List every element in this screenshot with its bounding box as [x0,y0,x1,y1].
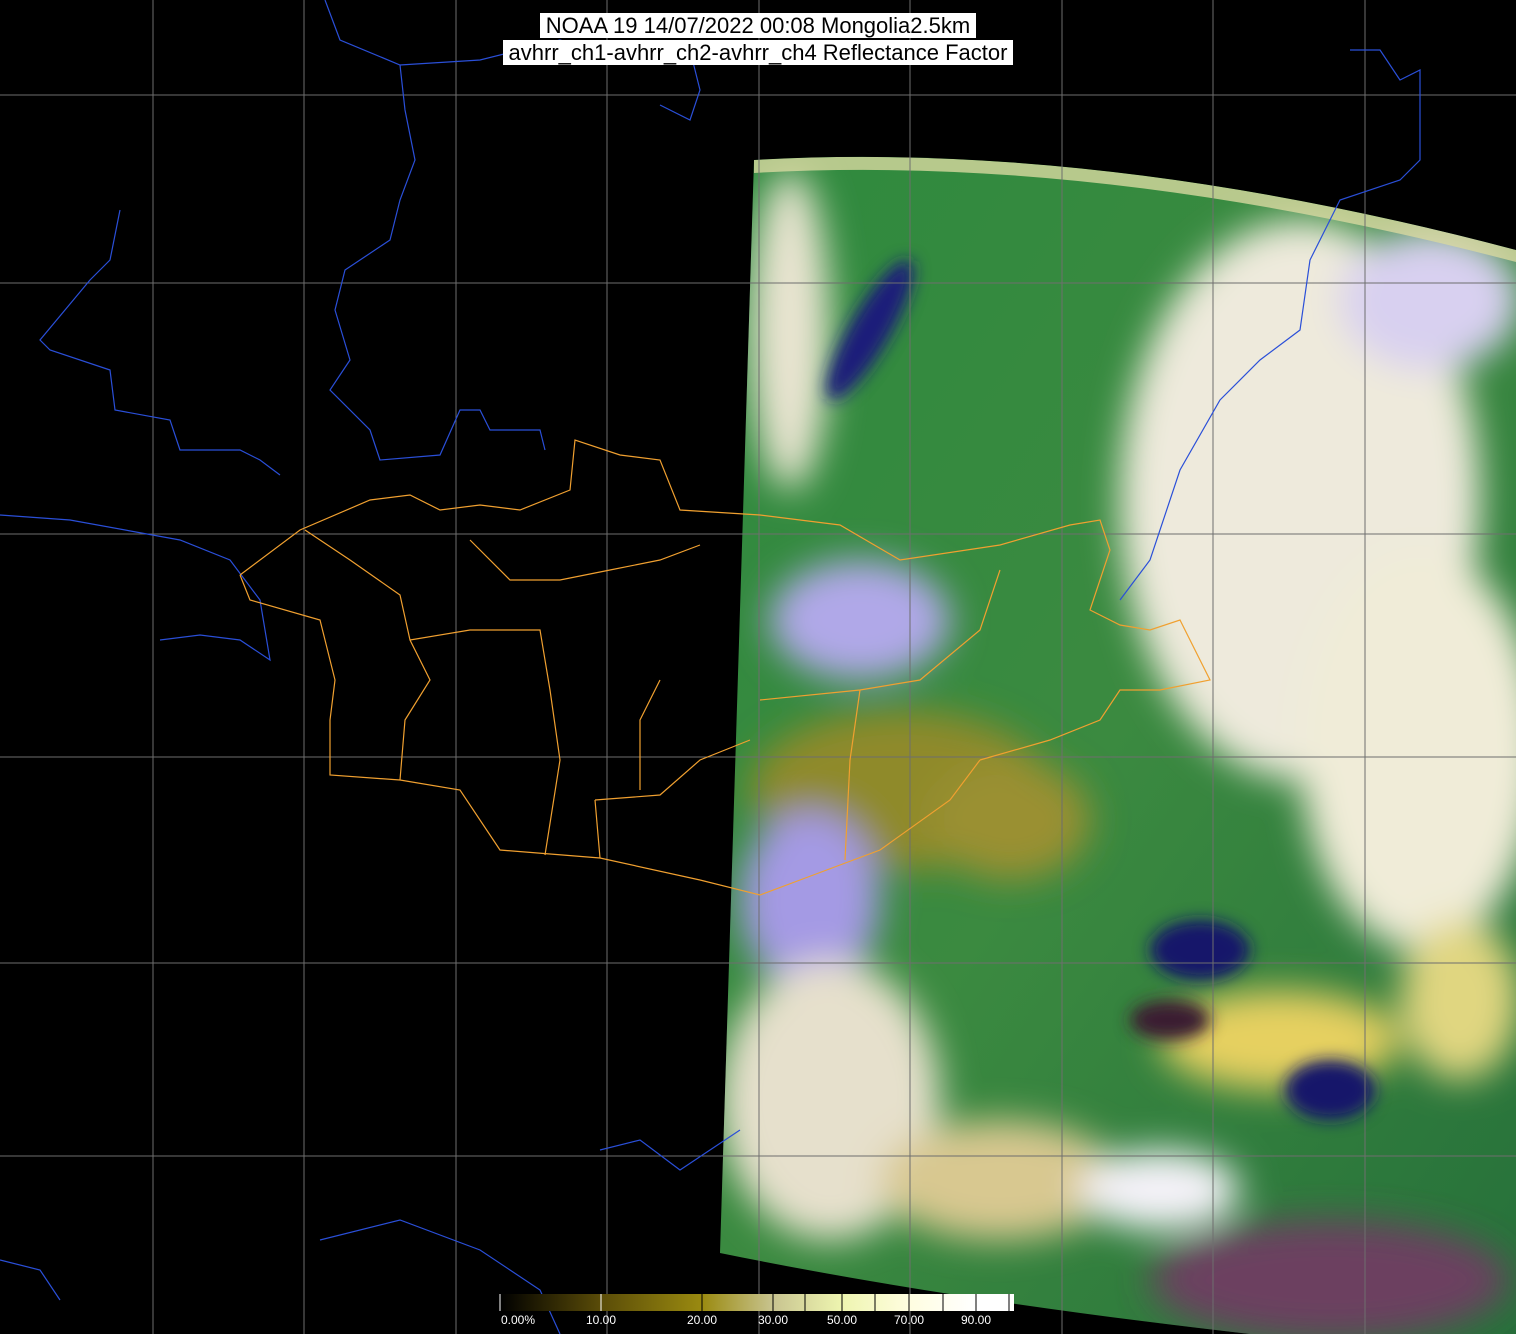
river [329,64,546,461]
bohai-sea [1150,920,1250,980]
river [599,1129,741,1171]
colorbar-label: 50.00 [826,1313,858,1327]
province-border [759,569,1001,861]
country-border [239,439,1211,761]
lake-baikal [826,260,914,400]
province-border [304,529,431,781]
colorbar-label: 20.00 [686,1313,718,1327]
province-border [469,539,701,581]
colorbar-label: 0.00% [500,1313,536,1327]
river [0,1259,61,1301]
province-border [409,629,561,856]
colorbar-label: 30.00 [757,1313,789,1327]
river [39,209,281,476]
river [1119,49,1421,601]
country-border [239,574,981,896]
satellite-swath [720,156,1516,1334]
province-border [594,679,751,859]
rivers-coastlines [0,0,1421,1334]
colorbar [499,1294,1014,1311]
admin-borders [239,439,1211,896]
map-title: NOAA 19 14/07/2022 00:08 Mongolia2.5km [539,13,977,38]
river [0,514,271,662]
swath-edge-noise [754,156,1516,262]
colorbar-label: 90.00 [960,1313,992,1327]
colorbar-gradient [500,1294,1014,1311]
colorbar-label: 10.00 [585,1313,617,1327]
map-subtitle: avhrr_ch1-avhrr_ch2-avhrr_ch4 Reflectanc… [502,40,1014,65]
colorbar-label: 70.00 [893,1313,925,1327]
title-line-2-box: avhrr_ch1-avhrr_ch2-avhrr_ch4 Reflectanc… [0,40,1516,65]
title-line-1-box: NOAA 19 14/07/2022 00:08 Mongolia2.5km [0,13,1516,38]
